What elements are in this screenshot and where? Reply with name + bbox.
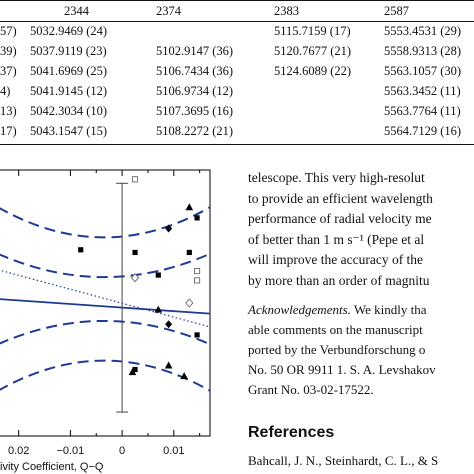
x-axis-label: ivity Coefficient, Q−Q bbox=[0, 461, 104, 473]
table-cell: 5115.7159 (17) bbox=[274, 24, 351, 38]
data-point-triangle bbox=[154, 305, 163, 313]
table-cell: 5106.9734 (12) bbox=[156, 84, 234, 98]
data-point-triangle bbox=[180, 372, 188, 380]
scatter-chart: 0.02 −0.01 0 0.01 ivity Coefficient, Q−Q bbox=[0, 168, 222, 474]
ack-line: Grant No. 03-02-17522. bbox=[248, 382, 374, 397]
table-bottom-rule bbox=[0, 144, 474, 145]
data-point-square bbox=[132, 249, 138, 256]
x-tick-label: 0 bbox=[119, 445, 125, 457]
table-cell: 5563.7764 (11) bbox=[384, 104, 461, 118]
table-cell: 37) bbox=[0, 64, 17, 78]
table-cell: 5108.2272 (21) bbox=[156, 124, 234, 138]
data-point-triangle bbox=[164, 361, 173, 369]
chart-lines bbox=[0, 182, 211, 413]
x-tick-label: 0.01 bbox=[163, 445, 184, 457]
table-header-2587: 2587 bbox=[384, 4, 409, 18]
dotted-trend-line bbox=[0, 269, 211, 328]
body-paragraph: telescope. This very high-resolut to pro… bbox=[248, 168, 474, 291]
data-point-diamond bbox=[165, 224, 173, 233]
fit-line bbox=[0, 298, 211, 315]
body-line: will improve the accuracy of the bbox=[248, 252, 424, 267]
data-point-open-diamond bbox=[130, 273, 140, 283]
confidence-band-inner-upper bbox=[0, 252, 211, 279]
table-top-rule bbox=[0, 0, 474, 1]
data-table: 2344 2374 2383 2587 57) 5032.9469 (24) 511… bbox=[0, 0, 474, 148]
table-cell: 17) bbox=[0, 124, 17, 138]
chart-ticks: 0.02 −0.01 0 0.01 bbox=[8, 170, 201, 457]
table-cell: 5563.3452 (11) bbox=[384, 84, 461, 98]
table-cell: 57) bbox=[0, 24, 17, 38]
plot-frame bbox=[0, 169, 211, 437]
data-point-triangle bbox=[185, 203, 194, 211]
table-cell: 5037.9119 (23) bbox=[30, 44, 107, 58]
x-tick-label: −0.01 bbox=[56, 445, 84, 457]
table-cell: 5107.3695 (16) bbox=[156, 104, 234, 118]
ack-first-line: Acknowledgements. We kindly tha bbox=[248, 300, 474, 320]
table-cell: 5042.3034 (10) bbox=[30, 104, 108, 118]
data-point-square bbox=[194, 332, 200, 338]
ack-title: Acknowledgements. bbox=[248, 302, 351, 317]
table-cell: 5120.7677 (21) bbox=[274, 44, 352, 58]
table-cell: 5041.9145 (12) bbox=[30, 84, 108, 98]
data-point-open-square bbox=[194, 268, 201, 275]
table-cell: 5043.1547 (15) bbox=[30, 124, 108, 138]
table-cell: 5041.6969 (25) bbox=[30, 64, 108, 78]
table-header-2374: 2374 bbox=[156, 4, 181, 18]
table-cell: 5553.4531 (29) bbox=[384, 24, 462, 38]
confidence-band-outer-lower bbox=[0, 359, 211, 392]
ack-first-text: We kindly tha bbox=[350, 302, 427, 317]
table-cell: 5102.9147 (36) bbox=[156, 44, 234, 58]
table-cell: 5106.7434 (36) bbox=[156, 64, 234, 78]
ack-line: No. 50 OR 9911 1. S. A. Levshakov bbox=[248, 362, 436, 377]
table-header-rule bbox=[0, 21, 474, 22]
data-point-open-square bbox=[131, 176, 139, 183]
table-cell: 39) bbox=[0, 44, 17, 58]
data-point-diamond bbox=[165, 320, 173, 329]
body-line: to provide an efficient wavelength bbox=[248, 190, 433, 206]
table-header-2344: 2344 bbox=[64, 4, 89, 18]
acknowledgements: Acknowledgements. We kindly tha able com… bbox=[248, 300, 474, 400]
x-tick-label: 0.02 bbox=[8, 445, 29, 457]
confidence-band-outer-upper bbox=[0, 206, 211, 239]
ack-line: able comments on the manuscript bbox=[248, 322, 423, 337]
confidence-band-inner-lower bbox=[0, 319, 211, 346]
table-cell: 4) bbox=[0, 84, 11, 98]
body-line: of better than 1 m s⁻¹ (Pepe et al bbox=[248, 231, 425, 247]
data-point-square bbox=[186, 249, 192, 256]
data-point-square bbox=[155, 272, 161, 278]
body-line: by more than an order of magnitu bbox=[248, 272, 430, 288]
table-cell: 5558.9313 (28) bbox=[384, 44, 462, 58]
body-line: performance of radial velocity me bbox=[248, 211, 432, 226]
chart-markers bbox=[78, 176, 201, 380]
data-point-square bbox=[194, 215, 200, 221]
table-header-2383: 2383 bbox=[274, 4, 299, 18]
ack-line: ported by the Verbundforschung o bbox=[248, 342, 426, 357]
table-cell: 5032.9469 (24) bbox=[30, 24, 108, 38]
table-cell: 5124.6089 (22) bbox=[274, 64, 352, 78]
data-point-open-diamond bbox=[185, 298, 194, 308]
data-point-square bbox=[132, 366, 138, 373]
chart-svg: 0.02 −0.01 0 0.01 ivity Coefficient, Q−Q bbox=[0, 169, 211, 473]
table-cell: 13) bbox=[0, 104, 17, 118]
references-heading: References bbox=[248, 424, 335, 441]
table-cell: 5563.1057 (30) bbox=[384, 64, 462, 78]
data-point-square bbox=[78, 247, 84, 253]
body-line: telescope. This very high-resolut bbox=[248, 170, 425, 185]
data-point-open-square bbox=[194, 277, 201, 284]
table-cell: 5564.7129 (16) bbox=[384, 124, 462, 138]
reference-item: Bahcall, J. N., Steinhardt, C. L., & S bbox=[248, 453, 439, 468]
